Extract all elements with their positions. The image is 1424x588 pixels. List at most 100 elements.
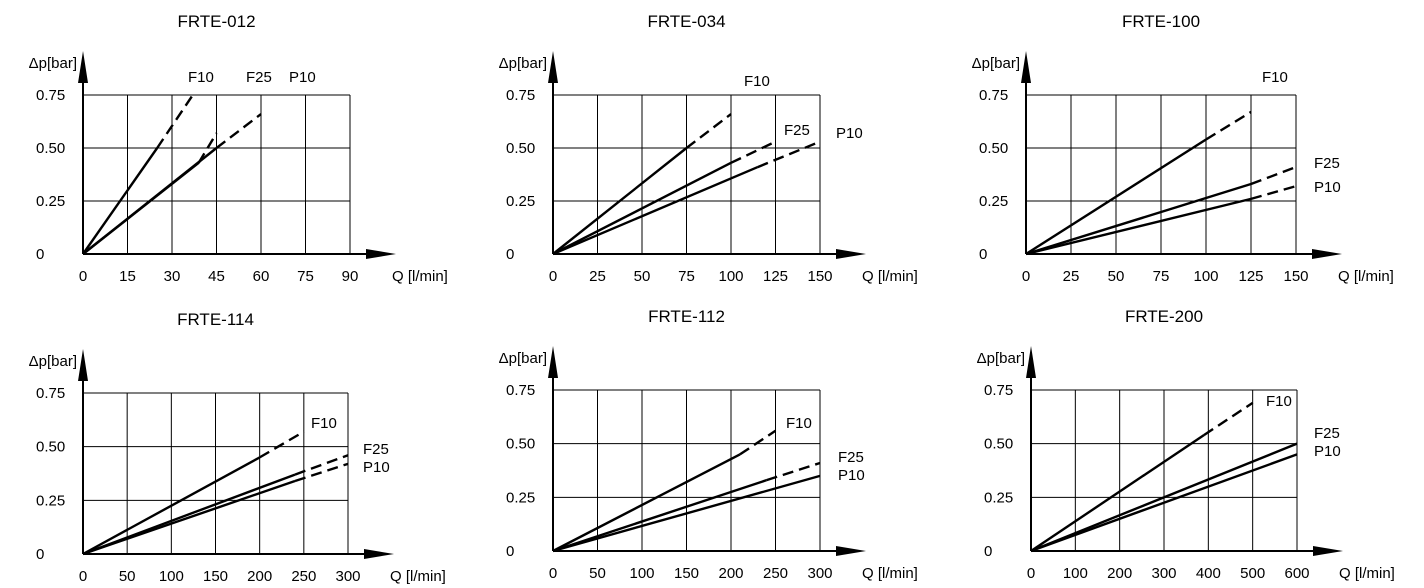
series-f10: F10 [82, 415, 337, 556]
x-tick-label: 75 [297, 268, 314, 285]
series-label: P10 [836, 125, 863, 142]
series-line-dashed [730, 140, 777, 164]
y-tick-label: 0.25 [36, 193, 65, 210]
chart-title: FRTE-114 [177, 310, 254, 329]
series-line-solid [552, 479, 767, 553]
y-tick-label: 0.25 [506, 489, 535, 506]
series-label: F25 [1314, 425, 1340, 442]
x-axis-arrow [1313, 546, 1343, 556]
x-tick-label: 125 [1238, 268, 1263, 285]
chart-title: FRTE-034 [647, 12, 725, 31]
x-tick-label: 30 [164, 268, 181, 285]
x-tick-label: 75 [678, 268, 695, 285]
x-tick-label: 250 [291, 568, 316, 585]
x-tick-label: 0 [549, 565, 557, 582]
series-label: F10 [311, 415, 337, 432]
series-line-dashed [739, 429, 777, 456]
series-f10: F10 [1030, 393, 1292, 552]
series-f10: F10 [82, 69, 214, 255]
y-axis-label: Δp[bar] [499, 350, 547, 367]
x-tick-label: 100 [629, 565, 654, 582]
y-axis-label: Δp[bar] [972, 55, 1020, 72]
series-label: F25 [838, 449, 864, 466]
series-line-dashed [197, 132, 218, 164]
series-f25: F25 [82, 69, 272, 255]
x-tick-label: 100 [718, 268, 743, 285]
x-tick-label: 300 [1151, 565, 1176, 582]
series-line-dashed [766, 461, 821, 482]
x-tick-label: 100 [159, 568, 184, 585]
y-axis-arrow [78, 51, 88, 83]
series-line-solid [552, 453, 741, 553]
series-line-solid [82, 456, 261, 556]
series-label: F10 [1266, 393, 1292, 410]
x-tick-label: 200 [718, 565, 743, 582]
y-tick-label: 0 [506, 246, 514, 263]
x-axis-label: Q [l/min] [390, 568, 446, 585]
chart-panel-6: FRTE-200 0 100 200 300 400 500 600 0 0.25 0.50 0.75… [977, 307, 1395, 582]
series-line-dashed [294, 462, 349, 483]
series-line-solid [1025, 182, 1252, 256]
series-f10: F10 [552, 73, 770, 255]
series-f25: F25 [1030, 425, 1340, 553]
x-tick-label: 500 [1240, 565, 1265, 582]
y-tick-label: 0 [979, 246, 987, 263]
series-line-solid [82, 147, 218, 255]
series-p10: P10 [1030, 443, 1341, 553]
series-label: P10 [838, 467, 865, 484]
y-tick-label: 0.75 [979, 87, 1008, 104]
series-label: P10 [1314, 179, 1341, 196]
y-axis-label: Δp[bar] [29, 353, 77, 370]
y-tick-label: 0.75 [36, 87, 65, 104]
series-p10: P10 [552, 125, 863, 256]
x-tick-label: 25 [1063, 268, 1080, 285]
y-axis-arrow [78, 349, 88, 381]
x-tick-label: 50 [1108, 268, 1125, 285]
x-tick-label: 0 [79, 568, 87, 585]
y-tick-label: 0.75 [506, 87, 535, 104]
y-tick-label: 0.25 [36, 492, 65, 509]
x-axis-arrow [836, 546, 866, 556]
series-label: F25 [1314, 155, 1340, 172]
x-tick-label: 150 [203, 568, 228, 585]
x-axis-label: Q [l/min] [1338, 268, 1394, 285]
y-tick-label: 0.50 [979, 140, 1008, 157]
y-tick-label: 0.50 [506, 140, 535, 157]
series-line-solid [82, 147, 159, 255]
x-tick-label: 150 [807, 268, 832, 285]
series-f25: F25 [552, 122, 810, 256]
series-line-dashed [156, 94, 194, 149]
x-tick-label: 150 [674, 565, 699, 582]
x-tick-label: 300 [807, 565, 832, 582]
y-tick-label: 0 [36, 546, 44, 563]
x-axis-arrow [1312, 249, 1342, 259]
x-axis-label: Q [l/min] [862, 565, 918, 582]
series-line-solid [552, 474, 821, 553]
x-tick-label: 0 [1027, 565, 1035, 582]
y-tick-label: 0.50 [506, 436, 535, 453]
x-tick-label: 400 [1196, 565, 1221, 582]
series-label: P10 [363, 459, 390, 476]
x-tick-label: 100 [1193, 268, 1218, 285]
y-tick-label: 0.25 [506, 193, 535, 210]
y-tick-label: 0.50 [36, 140, 65, 157]
series-label: F10 [786, 415, 812, 432]
series-label: F25 [363, 441, 389, 458]
x-axis-arrow [836, 249, 866, 259]
series-p10: P10 [1025, 179, 1341, 256]
x-tick-label: 50 [119, 568, 136, 585]
x-tick-label: 0 [1022, 268, 1030, 285]
series-f25: F25 [552, 449, 864, 553]
y-axis-label: Δp[bar] [29, 55, 77, 72]
x-axis-arrow [364, 549, 394, 559]
series-p10: P10 [82, 69, 316, 255]
series-line-dashed [215, 113, 262, 149]
series-label: F10 [744, 73, 770, 90]
chart-panel-2: FRTE-034 0 25 50 75 100 125 150 0 0.25 0.50 0.75 Q [… [499, 12, 918, 285]
series-f10: F10 [552, 415, 812, 553]
x-axis-label: Q [l/min] [392, 268, 448, 285]
y-axis-label: Δp[bar] [499, 55, 547, 72]
series-line-dashed [757, 140, 821, 169]
series-line-dashed [294, 454, 349, 476]
x-tick-label: 125 [763, 268, 788, 285]
